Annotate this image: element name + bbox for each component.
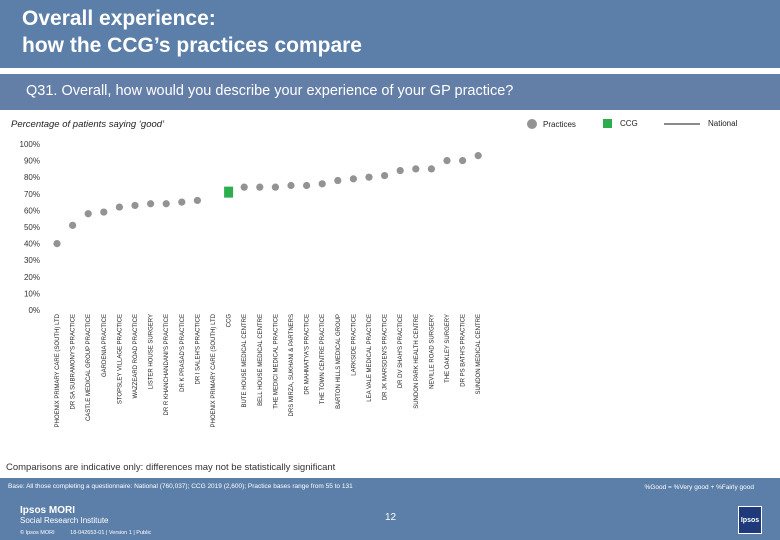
legend-national-label: National (708, 119, 738, 128)
practice-point (303, 181, 311, 190)
practice-point (193, 196, 201, 205)
category-label: BELL HOUSE MEDICAL CENTRE (258, 314, 264, 406)
practice-point (162, 200, 170, 208)
practice-point (84, 210, 92, 218)
category-label: DR MAHMATYA'S PRACTICE (305, 314, 311, 395)
legend-national: National (664, 119, 737, 128)
practice-point (256, 183, 264, 191)
practice-point (412, 165, 420, 173)
logo-line-1: Ipsos MORI (20, 505, 76, 516)
ipsos-badge-icon: Ipsos (738, 506, 762, 534)
y-tick-label: 60% (24, 206, 40, 215)
practice-point (287, 181, 295, 190)
category-label: LEA VALE MEDICAL PRACTICE (367, 314, 373, 402)
category-label: THE OAKLEY SURGERY (445, 314, 451, 383)
legend-ccg-label: CCG (620, 119, 638, 128)
practice-point (147, 200, 155, 208)
good-definition: %Good = %Very good + %Fairly good (644, 484, 754, 491)
practice-point (131, 201, 139, 210)
practice-point (334, 176, 342, 185)
chart-subtitle: Percentage of patients saying ‘good’ (11, 119, 165, 130)
national-line-icon (664, 122, 700, 125)
y-tick-label: 10% (24, 289, 40, 298)
header-bar: Overall experience: how the CCG’s practi… (0, 0, 780, 68)
practice-point (115, 203, 123, 211)
category-label: THE TOWN CENTRE PRACTICE (320, 314, 326, 404)
category-label: DR SA SUBRAMONY'S PRACTICE (71, 314, 77, 410)
question-text: Q31. Overall, how would you describe you… (26, 83, 514, 99)
footer-bar: Base: All those completing a questionnai… (0, 478, 780, 540)
practice-point (100, 208, 108, 216)
practice-dot-icon (527, 119, 537, 129)
page-number: 12 (385, 512, 397, 523)
chart: 0% 10% 20% 30% 40% 50% 60% 70% 80% 90% 100% PHOENIX… (20, 140, 483, 427)
legend-ccg: CCG (603, 119, 638, 128)
category-label: DR R KHANCHANDANI'S PRACTICE (164, 314, 170, 416)
job-number: 18-042653-01 | Version 1 | Public (70, 530, 152, 536)
category-label: GARDENIA PRACTICE (102, 314, 108, 377)
category-label: DR DV SHAH'S PRACTICE (398, 314, 404, 388)
category-label: DR PS BATH'S PRACTICE (461, 314, 467, 387)
category-label: WAZZEARD ROAD PRACTICE (133, 314, 139, 398)
practice-point (459, 157, 467, 165)
category-label: SUNDON PARK HEALTH CENTRE (414, 314, 420, 409)
category-label: LARKSIDE PRACTICE (351, 314, 357, 376)
practice-point (474, 152, 482, 160)
copyright-line: © Ipsos MORI 18-042653-01 | Version 1 | … (20, 530, 165, 536)
practice-point (240, 183, 248, 191)
y-tick-label: 100% (20, 140, 40, 149)
category-label: PHOENIX PRIMARY CARE (SOUTH) LTD (211, 313, 217, 427)
practice-point (69, 221, 77, 229)
question-bar: Q31. Overall, how would you describe you… (0, 74, 780, 110)
practice-point (381, 171, 389, 180)
legend-practices: Practices (527, 119, 576, 129)
y-tick-label: 20% (24, 273, 40, 282)
category-label: BARTON HILLS MEDICAL GROUP (336, 314, 342, 409)
category-label: DR K PRASAD'S PRACTICE (180, 314, 186, 392)
copyright-text: © Ipsos MORI (20, 530, 55, 536)
y-tick-label: 30% (24, 256, 40, 265)
category-label: SUNDON MEDICAL CENTRE (476, 314, 482, 394)
category-label: NEVILLE ROAD SURGERY (429, 314, 435, 389)
practice-point (53, 240, 61, 248)
practice-point (427, 165, 435, 173)
ccg-point (224, 186, 234, 198)
practice-point (396, 166, 404, 175)
ccg-square-icon (603, 119, 612, 128)
significance-note: Comparisons are indicative only: differe… (6, 462, 336, 473)
base-text: Base: All those completing a questionnai… (8, 483, 353, 490)
practice-point (178, 198, 186, 206)
y-tick-label: 80% (24, 173, 40, 182)
category-label: LISTER HOUSE SURGERY (149, 314, 155, 389)
category-label: THE MEDICI MEDICAL PRACTICE (273, 314, 279, 409)
category-label: DR I SALEH'S PRACTICE (195, 314, 201, 385)
category-label: CASTLE MEDICAL GROUP PRACTICE (86, 314, 92, 421)
practice-point (318, 180, 326, 188)
practice-point (349, 175, 357, 183)
practice-point (365, 173, 373, 181)
category-label: DR JK MARSDEN'S PRACTICE (383, 314, 389, 400)
practice-point (443, 157, 451, 165)
category-label: DRS MIRZA, SUKHANI & PARTNERS (289, 314, 295, 416)
practice-point (271, 183, 279, 191)
category-label: PHOENIX PRIMARY CARE (SOUTH) LTD (55, 313, 61, 427)
page-title: Overall experience: how the CCG’s practi… (22, 7, 362, 57)
legend-practices-label: Practices (543, 119, 576, 129)
y-tick-label: 40% (24, 240, 40, 249)
y-tick-label: 90% (24, 157, 40, 166)
category-label: CCG (227, 314, 233, 328)
logo-line-2: Social Research Institute (20, 516, 109, 525)
y-tick-label: 0% (28, 306, 40, 315)
ipsos-mori-logo: Ipsos MORI Social Research Institute (20, 505, 109, 526)
category-label: BUTE HOUSE MEDICAL CENTRE (242, 314, 248, 407)
y-tick-label: 70% (24, 190, 40, 199)
y-tick-label: 50% (24, 223, 40, 232)
category-label: STOPSLEY VILLAGE PRACTICE (117, 314, 123, 404)
